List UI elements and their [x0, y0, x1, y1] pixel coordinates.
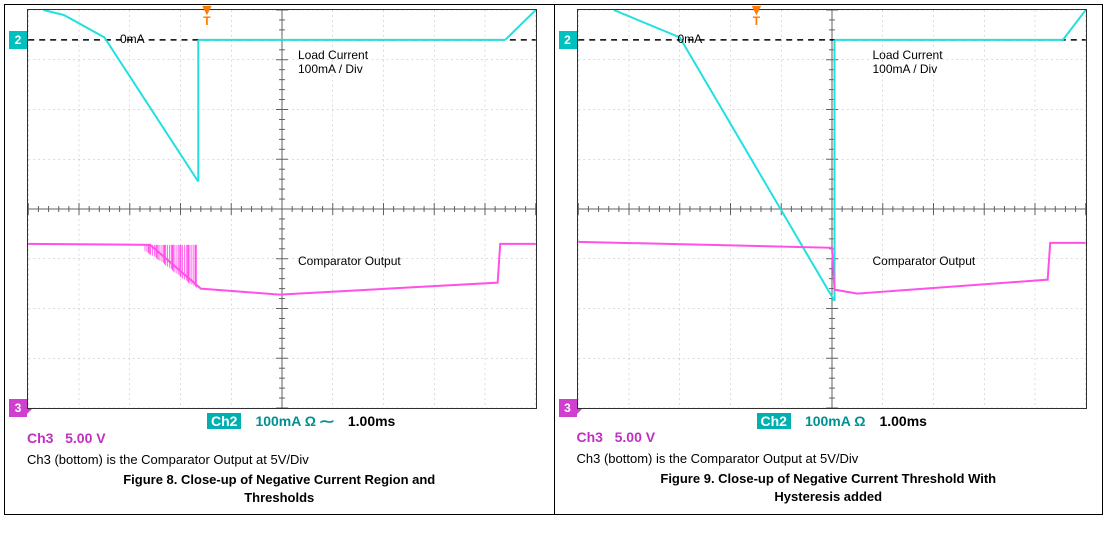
ch3-badge-right: 3	[559, 399, 577, 417]
cap-right-1: Figure 9. Close-up of Negative Current T…	[660, 471, 996, 486]
cap-left-2: Thresholds	[244, 490, 314, 505]
zero-current-label-right: 0mA	[678, 32, 703, 46]
lc-line2-r: 100mA / Div	[873, 62, 938, 76]
timebase-right: 1.00ms	[879, 413, 926, 429]
caption-right: Figure 9. Close-up of Negative Current T…	[563, 470, 1095, 505]
left-panel: 2 3 ▼T 0mA Load Current 100mA / Div Comp…	[5, 5, 554, 514]
ch2-pill-right: Ch2	[757, 413, 791, 429]
comparator-label-left: Comparator Output	[298, 254, 401, 268]
ch3-scale-left: 5.00 V	[65, 430, 105, 446]
scope-svg-right	[578, 10, 1086, 408]
ch3-label-right: Ch3	[577, 429, 603, 445]
scope-svg-left	[28, 10, 536, 408]
load-current-label-right: Load Current 100mA / Div	[873, 48, 943, 77]
right-panel: 2 3 ▼T 0mA Load Current 100mA / Div Comp…	[554, 5, 1103, 514]
ch3-badge-left: 3	[9, 399, 27, 417]
comparator-label-right: Comparator Output	[873, 254, 976, 268]
trigger-marker-icon: ▼T	[199, 6, 215, 26]
desc-left: Ch3 (bottom) is the Comparator Output at…	[27, 452, 546, 467]
lc-line1-r: Load Current	[873, 48, 943, 62]
cap-left-1: Figure 8. Close-up of Negative Current R…	[123, 472, 435, 487]
scope-container-right: 2 3 ▼T 0mA Load Current 100mA / Div Comp…	[563, 9, 1095, 409]
ch2-pill-left: Ch2	[207, 413, 241, 429]
load-current-label-left: Load Current 100mA / Div	[298, 48, 368, 77]
caption-left: Figure 8. Close-up of Negative Current R…	[13, 471, 546, 506]
readout-left: Ch2 100mA Ω ⁓ 1.00ms Ch3 5.00 V	[27, 413, 537, 446]
trigger-marker-icon: ▼T	[749, 6, 765, 26]
oscilloscope-screen-right: ▼T 0mA Load Current 100mA / Div Comparat…	[577, 9, 1087, 409]
ch2-scale-left: 100mA Ω ⁓	[255, 413, 333, 430]
scope-container: 2 3 ▼T 0mA Load Current 100mA / Div Comp…	[13, 9, 546, 409]
ch2-badge-right: 2	[559, 31, 577, 49]
desc-right: Ch3 (bottom) is the Comparator Output at…	[577, 451, 1095, 466]
cap-right-2: Hysteresis added	[774, 489, 882, 504]
ch2-badge-left: 2	[9, 31, 27, 49]
ch3-label-left: Ch3	[27, 430, 53, 446]
comparison-page: 2 3 ▼T 0mA Load Current 100mA / Div Comp…	[4, 4, 1103, 515]
readout-right: Ch2 100mA Ω 1.00ms Ch3 5.00 V	[577, 413, 1087, 445]
timebase-left: 1.00ms	[348, 413, 395, 429]
zero-current-label: 0mA	[120, 32, 145, 46]
oscilloscope-screen-left: ▼T 0mA Load Current 100mA / Div Comparat…	[27, 9, 537, 409]
ch3-scale-right: 5.00 V	[615, 429, 655, 445]
lc-line1: Load Current	[298, 48, 368, 62]
lc-line2: 100mA / Div	[298, 62, 363, 76]
ch2-scale-right: 100mA Ω	[805, 413, 866, 429]
